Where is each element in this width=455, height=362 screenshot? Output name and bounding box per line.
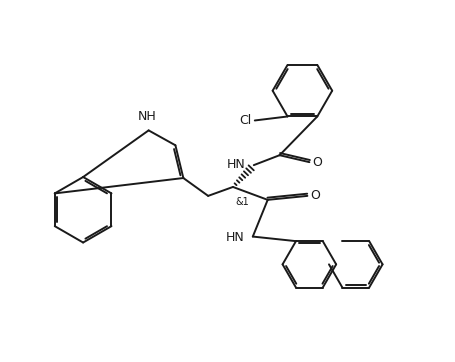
Text: Cl: Cl <box>239 114 251 127</box>
Text: HN: HN <box>226 231 244 244</box>
Text: &1: &1 <box>234 197 248 207</box>
Text: O: O <box>312 156 322 169</box>
Text: NH: NH <box>138 110 157 123</box>
Text: O: O <box>310 189 319 202</box>
Text: HN: HN <box>227 157 245 171</box>
